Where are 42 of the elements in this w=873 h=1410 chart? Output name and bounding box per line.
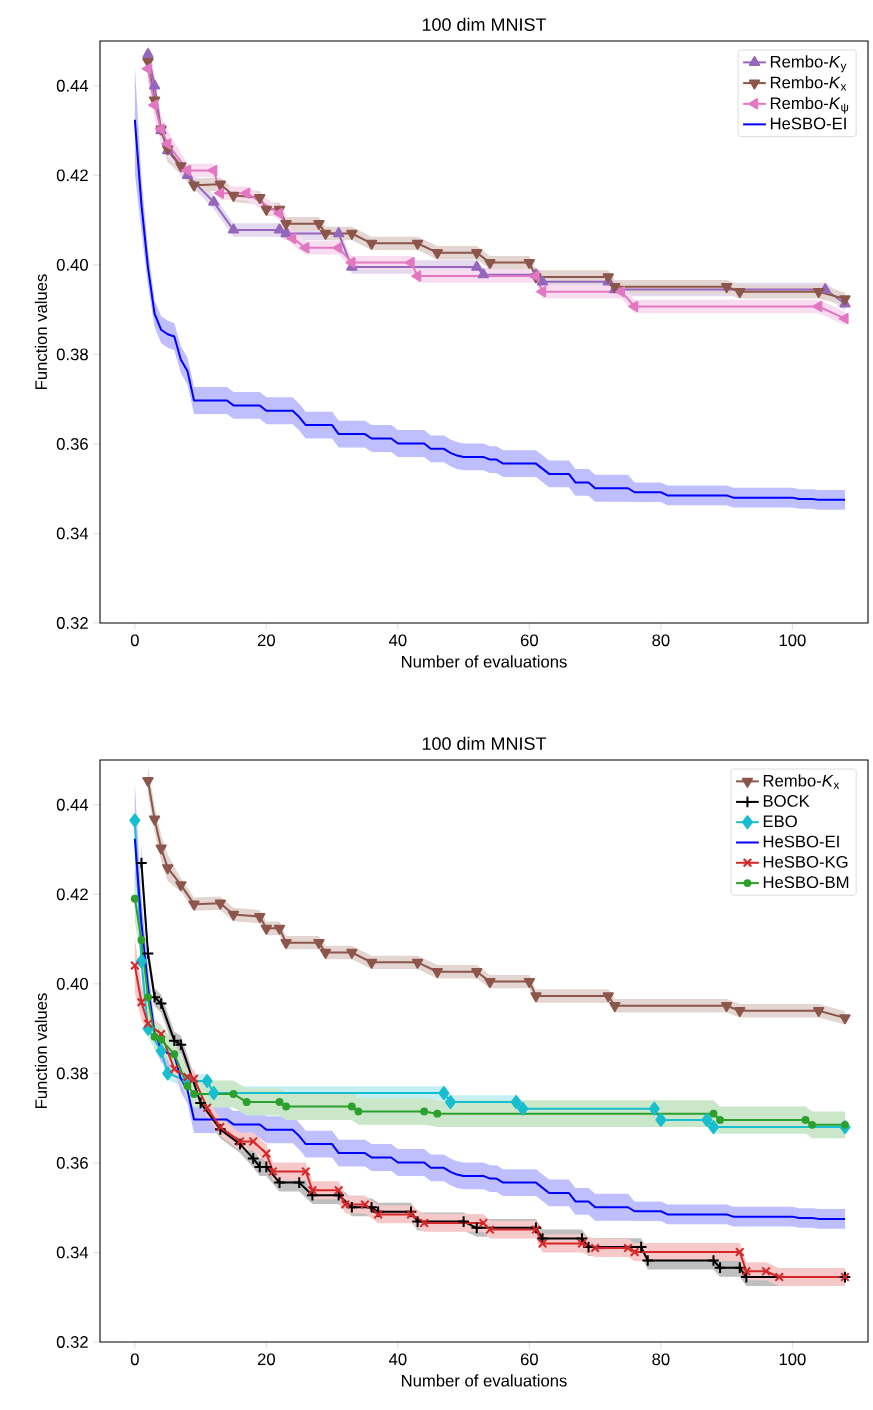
y-tick-label: 0.34: [56, 527, 89, 540]
legend-label: Rembo-K$_{y}$: [770, 55, 847, 73]
y-tick-label: 0.44: [56, 798, 89, 811]
legend-label: BOCK: [763, 795, 810, 807]
y-tick-label: 0.42: [56, 888, 88, 901]
legend-label: Rembo-K$_{x}$: [763, 774, 840, 789]
y-axis-title: Function values: [34, 993, 48, 1108]
y-tick-label: 0.44: [56, 79, 89, 92]
x-axis-title: Number of evaluations: [401, 1374, 567, 1387]
legend-label: EBO: [763, 815, 797, 828]
chart-title: 100 dim MNIST: [422, 17, 547, 31]
x-tick-label: 20: [257, 634, 275, 647]
legend-label: Rembo-K$_{ψ}$: [770, 96, 849, 114]
x-tick-label: 0: [130, 634, 139, 647]
legend-label: Rembo-K$_{x}$: [770, 76, 847, 91]
y-tick-label: 0.32: [56, 617, 88, 629]
x-tick-label: 100: [779, 1353, 806, 1366]
x-tick-label: 80: [652, 1353, 670, 1366]
legend-label: HeSBO-EI: [770, 117, 846, 130]
chart-title: 100 dim MNIST: [422, 736, 547, 750]
y-axis-title: Function values: [34, 274, 48, 389]
x-axis-title: Number of evaluations: [401, 655, 567, 668]
y-tick-label: 0.38: [56, 348, 88, 361]
y-tick-label: 0.38: [56, 1067, 88, 1080]
y-tick-label: 0.32: [56, 1336, 88, 1348]
legend-label: HeSBO-BM: [763, 876, 849, 889]
y-tick-label: 0.40: [56, 258, 88, 271]
x-tick-label: 20: [257, 1353, 275, 1366]
x-tick-label: 40: [388, 634, 407, 647]
x-tick-label: 80: [652, 634, 670, 647]
x-tick-label: 0: [130, 1353, 139, 1366]
x-tick-label: 60: [520, 634, 538, 647]
legend-label: HeSBO-KG: [763, 855, 848, 868]
y-tick-label: 0.34: [56, 1246, 89, 1259]
y-tick-label: 0.36: [56, 438, 88, 450]
y-tick-label: 0.42: [56, 169, 88, 182]
y-tick-label: 0.40: [56, 977, 88, 990]
legend-label: HeSBO-EI: [763, 835, 839, 848]
x-tick-label: 100: [779, 634, 806, 647]
x-tick-label: 40: [388, 1353, 407, 1366]
y-tick-label: 0.36: [56, 1157, 88, 1169]
x-tick-label: 60: [520, 1353, 538, 1366]
